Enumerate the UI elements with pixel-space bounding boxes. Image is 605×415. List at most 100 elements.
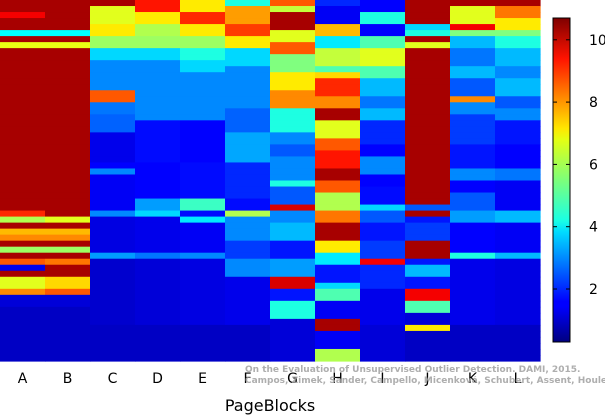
heatmap-cell bbox=[450, 276, 496, 284]
heatmap-plot-area bbox=[0, 0, 541, 362]
heatmap-cell bbox=[90, 288, 136, 296]
heatmap-cell bbox=[45, 216, 91, 224]
heatmap-cell bbox=[315, 102, 361, 109]
heatmap-cell bbox=[315, 78, 361, 85]
heatmap-cell bbox=[270, 354, 316, 362]
heatmap-cell bbox=[90, 78, 136, 85]
heatmap-cell bbox=[405, 126, 451, 133]
heatmap-cell bbox=[225, 150, 271, 158]
heatmap-cell bbox=[90, 354, 136, 362]
heatmap-cell bbox=[225, 30, 271, 37]
heatmap-cell bbox=[360, 318, 406, 326]
heatmap-cell bbox=[180, 216, 226, 224]
heatmap-cell bbox=[180, 252, 226, 260]
heatmap-cell bbox=[135, 300, 181, 308]
heatmap-cell bbox=[180, 186, 226, 194]
heatmap-cell bbox=[225, 300, 271, 308]
heatmap-cell bbox=[90, 132, 136, 139]
heatmap-cell bbox=[90, 240, 136, 248]
heatmap-cell bbox=[360, 282, 406, 290]
heatmap-cell bbox=[180, 132, 226, 139]
heatmap-cell bbox=[45, 114, 91, 121]
heatmap-cell bbox=[225, 60, 271, 67]
heatmap-cell bbox=[225, 234, 271, 242]
colorbar-fill bbox=[552, 17, 571, 343]
heatmap-cell bbox=[225, 144, 271, 152]
heatmap-cell bbox=[90, 228, 136, 236]
heatmap-cell bbox=[90, 318, 136, 326]
heatmap-cell bbox=[315, 216, 361, 224]
heatmap-cell bbox=[180, 342, 226, 350]
heatmap-cell bbox=[45, 144, 91, 152]
heatmap-cell bbox=[225, 0, 271, 7]
heatmap-cell bbox=[405, 162, 451, 170]
heatmap-cell bbox=[495, 222, 541, 230]
heatmap-cell bbox=[0, 132, 46, 139]
heatmap-cell bbox=[360, 96, 406, 103]
heatmap-cell bbox=[315, 114, 361, 121]
heatmap-cell bbox=[135, 108, 181, 115]
heatmap-cell bbox=[405, 132, 451, 139]
heatmap-cell bbox=[315, 66, 361, 73]
heatmap-cell bbox=[360, 258, 406, 266]
heatmap-cell bbox=[225, 18, 271, 25]
heatmap-cell bbox=[360, 210, 406, 218]
heatmap-cell bbox=[405, 312, 451, 320]
heatmap-cell bbox=[225, 348, 271, 356]
heatmap-cell bbox=[450, 42, 496, 49]
heatmap-cell bbox=[495, 198, 541, 206]
heatmap-cell bbox=[0, 288, 46, 296]
x-tick-label: K bbox=[468, 371, 478, 387]
heatmap-cell bbox=[360, 306, 406, 314]
heatmap-cell bbox=[495, 72, 541, 79]
heatmap-cell bbox=[225, 246, 271, 254]
heatmap-column-d bbox=[135, 0, 181, 362]
heatmap-cell bbox=[45, 54, 91, 61]
heatmap-cell bbox=[315, 192, 361, 200]
heatmap-cell bbox=[135, 210, 181, 218]
heatmap-cell bbox=[360, 162, 406, 170]
heatmap-cell bbox=[450, 264, 496, 272]
heatmap-cell bbox=[0, 246, 46, 254]
heatmap-cell bbox=[90, 6, 136, 13]
heatmap-cell bbox=[135, 234, 181, 242]
heatmap-cell bbox=[180, 30, 226, 37]
heatmap-cell bbox=[270, 342, 316, 350]
x-tick-label: J bbox=[424, 371, 429, 387]
heatmap-cell bbox=[270, 54, 316, 61]
heatmap-cell bbox=[495, 144, 541, 152]
heatmap-cell bbox=[495, 126, 541, 133]
heatmap-cell bbox=[45, 126, 91, 133]
heatmap-cell bbox=[135, 84, 181, 91]
heatmap-cell bbox=[270, 318, 316, 326]
heatmap-cell bbox=[405, 30, 451, 37]
heatmap-cell bbox=[45, 72, 91, 79]
heatmap-cell bbox=[360, 138, 406, 145]
heatmap-cell bbox=[405, 138, 451, 145]
heatmap-cell bbox=[270, 270, 316, 278]
heatmap-cell bbox=[450, 162, 496, 170]
heatmap-cell bbox=[495, 108, 541, 115]
heatmap-cell bbox=[135, 198, 181, 206]
colorbar-tick-label: 6 bbox=[589, 157, 598, 173]
heatmap-cell bbox=[270, 48, 316, 55]
heatmap-cell bbox=[315, 108, 361, 115]
heatmap-cell bbox=[495, 156, 541, 164]
heatmap-cell bbox=[180, 114, 226, 121]
heatmap-cell bbox=[450, 0, 496, 7]
heatmap-cell bbox=[270, 252, 316, 260]
heatmap-cell bbox=[180, 306, 226, 314]
heatmap-cell bbox=[495, 258, 541, 266]
heatmap-column-l bbox=[495, 0, 541, 362]
heatmap-cell bbox=[360, 204, 406, 212]
heatmap-cell bbox=[0, 324, 46, 332]
heatmap-cell bbox=[90, 276, 136, 284]
heatmap-cell bbox=[90, 120, 136, 127]
heatmap-cell bbox=[0, 342, 46, 350]
heatmap-cell bbox=[225, 90, 271, 97]
heatmap-cell bbox=[270, 294, 316, 302]
heatmap-cell bbox=[495, 318, 541, 326]
heatmap-cell bbox=[225, 180, 271, 188]
heatmap-cell bbox=[135, 216, 181, 224]
heatmap-cell bbox=[495, 12, 541, 19]
